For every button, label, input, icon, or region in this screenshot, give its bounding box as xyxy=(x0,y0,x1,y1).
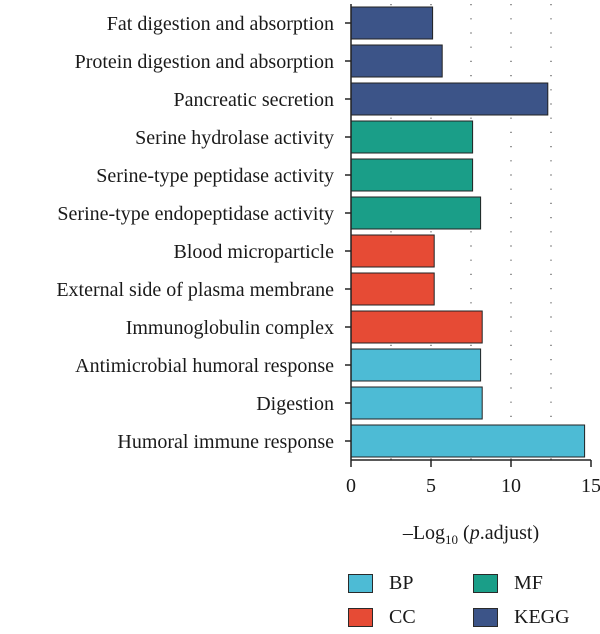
category-label: Fat digestion and absorption xyxy=(107,13,334,35)
legend-label-kegg: KEGG xyxy=(514,606,570,628)
chart-svg: Fat digestion and absorption Protein dige… xyxy=(56,4,600,497)
legend-item-cc: CC xyxy=(348,606,416,629)
category-label: Pancreatic secretion xyxy=(174,89,334,111)
category-label: External side of plasma membrane xyxy=(56,279,334,301)
bar-1 xyxy=(350,6,434,40)
bar-2 xyxy=(350,44,443,78)
legend-label-bp: BP xyxy=(389,572,414,594)
category-label: Blood microparticle xyxy=(173,241,334,263)
category-label: Humoral immune response xyxy=(117,431,334,453)
legend-item-kegg: KEGG xyxy=(473,606,570,629)
bar-chart: Fat digestion and absorption Protein dige… xyxy=(56,4,600,497)
bar-9 xyxy=(350,310,483,344)
x-axis-title: –Log10 (p.adjust) xyxy=(402,522,540,547)
category-label: Digestion xyxy=(256,393,334,415)
bar-12 xyxy=(350,424,586,458)
category-label: Antimicrobial humoral response xyxy=(75,355,334,377)
legend-item-bp: BP xyxy=(348,572,413,595)
legend-label-mf: MF xyxy=(514,572,543,594)
category-label: Immunoglobulin complex xyxy=(126,317,334,339)
bar-8 xyxy=(350,272,435,306)
bar-3 xyxy=(350,82,549,116)
bar-7 xyxy=(350,234,435,268)
bar-6 xyxy=(350,196,482,230)
bar-11 xyxy=(350,386,483,420)
x-tick-label: 15 xyxy=(581,475,600,497)
category-label: Serine-type peptidase activity xyxy=(96,165,334,187)
x-tick-label: 10 xyxy=(501,475,521,497)
x-tick-label: 0 xyxy=(346,475,356,497)
bar-4 xyxy=(350,120,474,154)
legend-swatch-bp xyxy=(348,574,373,593)
legend: BP MF CC KEGG xyxy=(348,572,598,632)
bar-10 xyxy=(350,348,482,382)
legend-swatch-kegg xyxy=(473,608,498,627)
category-label: Serine hydrolase activity xyxy=(135,127,334,149)
category-label: Serine-type endopeptidase activity xyxy=(57,203,334,225)
legend-item-mf: MF xyxy=(473,572,543,595)
category-label: Protein digestion and absorption xyxy=(75,51,334,73)
bar-5 xyxy=(350,158,474,192)
x-tick-label: 5 xyxy=(426,475,436,497)
legend-swatch-mf xyxy=(473,574,498,593)
legend-swatch-cc xyxy=(348,608,373,627)
legend-label-cc: CC xyxy=(389,606,416,628)
